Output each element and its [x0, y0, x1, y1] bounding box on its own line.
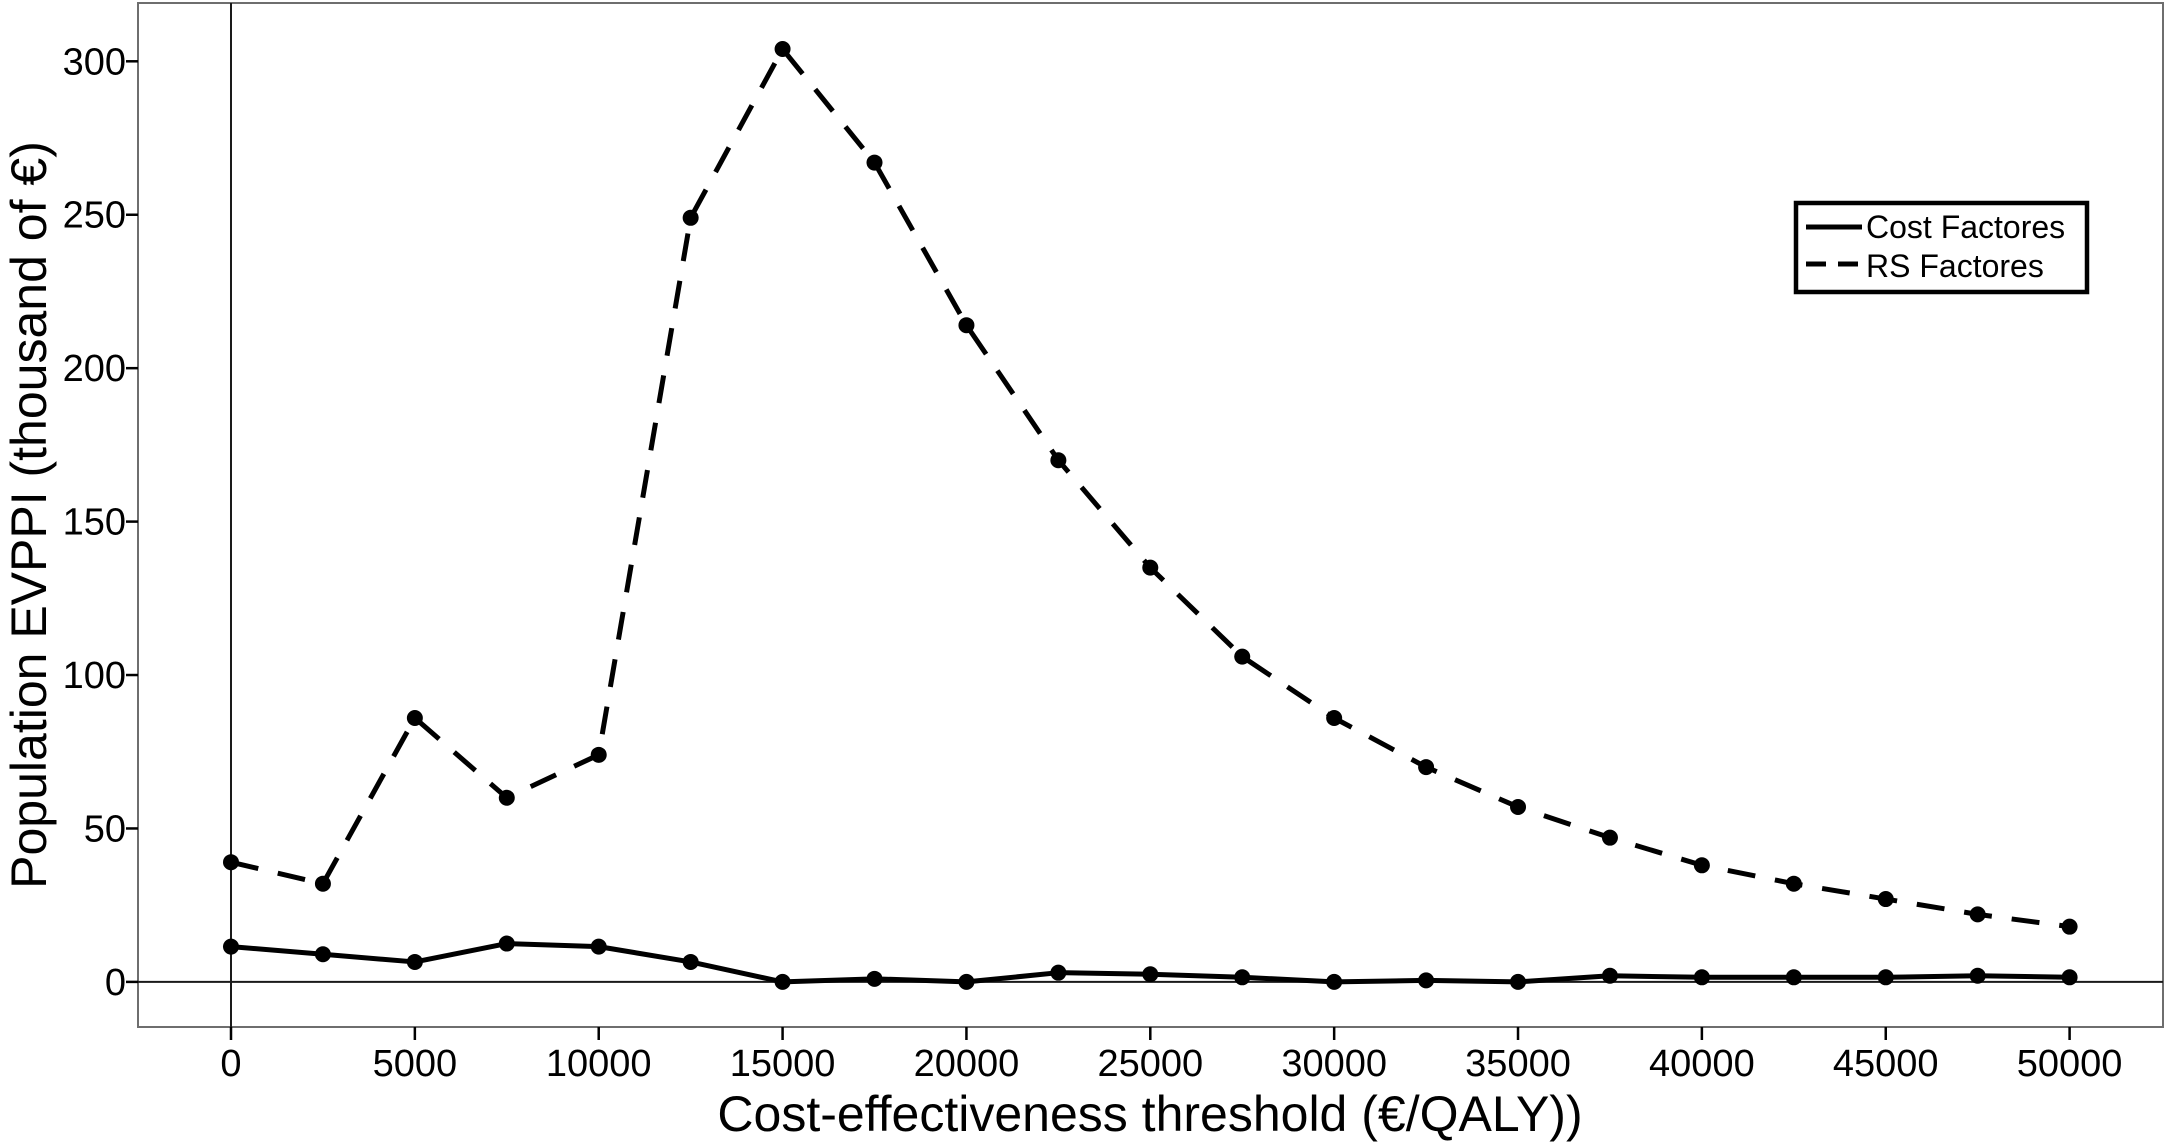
data-point-marker [1142, 559, 1159, 576]
data-point-marker [1418, 972, 1435, 989]
y-axis-title: Population EVPPI (thousand of €) [1, 141, 57, 889]
data-point-marker [774, 973, 791, 990]
x-tick-label: 10000 [546, 1043, 652, 1085]
y-tick-label: 50 [84, 808, 126, 850]
x-tick-label: 45000 [1833, 1043, 1939, 1085]
x-tick-label: 50000 [2017, 1043, 2123, 1085]
data-point-marker [1969, 967, 1986, 984]
data-point-marker [958, 317, 975, 334]
data-point-marker [1326, 973, 1343, 990]
x-tick-label: 20000 [914, 1043, 1020, 1085]
data-point-marker [1693, 969, 1710, 986]
data-point-marker [406, 953, 423, 970]
data-point-marker [1510, 798, 1527, 815]
data-point-marker [1510, 973, 1527, 990]
data-point-marker [958, 973, 975, 990]
data-point-marker [590, 746, 607, 763]
data-point-marker [406, 709, 423, 726]
data-point-marker [866, 154, 883, 171]
data-point-marker [866, 970, 883, 987]
legend: Cost Factores RS Factores [1793, 200, 2090, 295]
data-point-marker [682, 209, 699, 226]
data-point-marker [2061, 969, 2078, 986]
y-tick-label: 300 [63, 41, 126, 83]
data-point-marker [1877, 969, 1894, 986]
data-point-marker [682, 953, 699, 970]
data-point-marker [498, 935, 515, 952]
data-point-marker [2061, 918, 2078, 935]
data-point-marker [1601, 967, 1618, 984]
x-tick-label: 0 [220, 1043, 241, 1085]
data-point-marker [1785, 969, 1802, 986]
data-point-marker [1601, 829, 1618, 846]
y-tick-label: 100 [63, 655, 126, 697]
y-tick-label: 250 [63, 195, 126, 237]
data-point-marker [1693, 857, 1710, 874]
data-point-marker [222, 938, 239, 955]
x-tick-label: 35000 [1465, 1043, 1571, 1085]
data-point-marker [1050, 452, 1067, 469]
data-point-marker [1418, 759, 1435, 776]
legend-label-rs-factores: RS Factores [1866, 248, 2044, 284]
legend-box [1793, 200, 2090, 295]
y-tick-label: 200 [63, 348, 126, 390]
y-tick-label: 0 [105, 962, 126, 1004]
x-tick-label: 5000 [373, 1043, 458, 1085]
x-axis-title: Cost-effectiveness threshold (€/QALY)) [717, 1086, 1582, 1142]
data-point-marker [1326, 709, 1343, 726]
data-point-marker [1142, 966, 1159, 983]
data-point-marker [590, 938, 607, 955]
data-point-marker [1234, 969, 1251, 986]
legend-label-cost-factores: Cost Factores [1866, 209, 2065, 245]
x-tick-label: 25000 [1097, 1043, 1203, 1085]
data-point-marker [498, 789, 515, 806]
series-layer [222, 41, 2078, 990]
data-point-marker [774, 41, 791, 58]
y-tick-label: 150 [63, 502, 126, 544]
data-point-marker [1877, 891, 1894, 908]
data-point-marker [1050, 964, 1067, 981]
data-point-marker [314, 875, 331, 892]
data-point-marker [1969, 906, 1986, 923]
x-tick-label: 30000 [1281, 1043, 1387, 1085]
data-point-marker [222, 854, 239, 871]
x-tick-label: 15000 [730, 1043, 836, 1085]
legend-item-cost-factores: Cost Factores [1806, 209, 2065, 245]
data-point-marker [314, 946, 331, 963]
data-point-marker [1785, 875, 1802, 892]
legend-item-rs-factores: RS Factores [1806, 248, 2044, 284]
data-point-marker [1234, 648, 1251, 665]
x-tick-label: 40000 [1649, 1043, 1755, 1085]
